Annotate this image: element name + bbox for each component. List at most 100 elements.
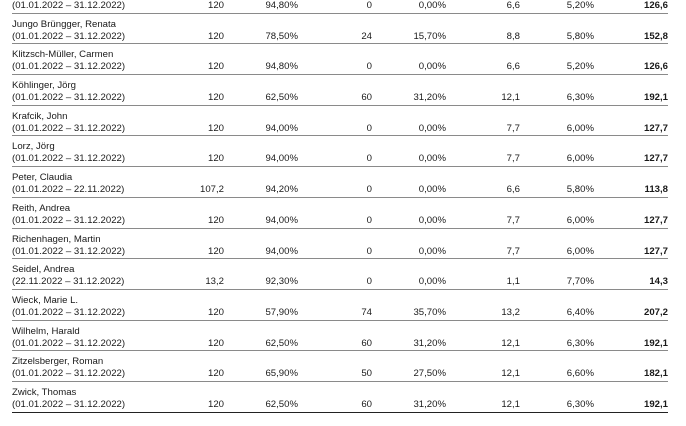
base-share-cell: 57,90% (265, 306, 298, 318)
variable-share-cell: 31,20% (413, 337, 446, 349)
variable-value-cell: 60 (361, 337, 372, 349)
fringe-share-cell: 6,00% (566, 245, 594, 257)
fringe-share-cell: 5,80% (566, 30, 594, 42)
total-cell: 207,2 (643, 306, 668, 318)
variable-value-cell: 0 (366, 122, 372, 134)
member-name: Jungo Brüngger, Renata (12, 18, 117, 30)
base-value-cell: 120 (207, 306, 224, 318)
base-share-cell: 62,50% (265, 337, 298, 349)
variable-share-cell: 0,00% (418, 122, 446, 134)
table-row: Seidel, Andrea (22.11.2022 – 31.12.2022) 1… (12, 259, 668, 290)
term-period: (01.01.2022 – 31.12.2022) (12, 337, 126, 349)
table-row: Peter, Claudia (01.01.2022 – 22.11.2022) 1… (12, 167, 668, 198)
member-name: Zitzelsberger, Roman (12, 356, 104, 368)
base-value-cell: 120 (207, 153, 224, 165)
total-cell: 192,1 (643, 92, 668, 104)
variable-value-cell: 24 (361, 30, 372, 42)
fringe-value-cell: 7,7 (506, 214, 520, 226)
fringe-share-cell: 6,60% (566, 368, 594, 380)
term-period: (01.01.2022 – 22.11.2022) (12, 184, 125, 196)
base-share-cell: 94,00% (265, 153, 298, 165)
total-cell: 152,8 (643, 30, 668, 42)
fringe-value-cell: 12,1 (501, 368, 520, 380)
base-value-cell: 120 (207, 92, 224, 104)
base-value-cell: 120 (207, 368, 224, 380)
base-value-cell: 120 (207, 122, 224, 134)
member-name: Klitzsch-Müller, Carmen (12, 49, 114, 61)
fringe-share-cell: 5,20% (566, 0, 594, 11)
variable-value-cell: 0 (366, 153, 372, 165)
fringe-share-cell: 7,70% (566, 276, 594, 288)
term-period: (01.01.2022 – 31.12.2022) (12, 0, 126, 11)
fringe-share-cell: 6,00% (566, 153, 594, 165)
variable-value-cell: 0 (366, 214, 372, 226)
member-name: Reith, Andrea (12, 202, 71, 214)
base-share-cell: 94,80% (265, 0, 298, 11)
variable-share-cell: 35,70% (413, 306, 446, 318)
total-cell: 127,7 (643, 245, 668, 257)
fringe-share-cell: 5,80% (566, 184, 594, 196)
total-cell: 126,6 (643, 61, 668, 73)
term-period: (01.01.2022 – 31.12.2022) (12, 368, 126, 380)
table-row: Klitzsch-Müller, Carmen (01.01.2022 – 31.… (12, 44, 668, 76)
term-period: (01.01.2022 – 31.12.2022) (12, 92, 126, 104)
base-share-cell: 62,50% (265, 398, 298, 410)
base-value-cell: 120 (207, 30, 224, 42)
table-row: Wilhelm, Harald (01.01.2022 – 31.12.2022)… (12, 321, 668, 352)
compensation-table: (01.01.2022 – 31.12.2022) 120 94,80% 0 0,00%… (12, 0, 668, 413)
term-period: (01.01.2022 – 31.12.2022) (12, 153, 126, 165)
table-row: Richenhagen, Martin (01.01.2022 – 31.12.2… (12, 229, 668, 260)
term-period: (01.01.2022 – 31.12.2022) (12, 398, 126, 410)
variable-share-cell: 0,00% (418, 61, 446, 73)
base-value-cell: 120 (207, 61, 224, 73)
table-row: Köhlinger, Jörg (01.01.2022 – 31.12.2022)… (12, 75, 668, 106)
variable-value-cell: 0 (366, 0, 372, 11)
base-share-cell: 62,50% (265, 92, 298, 104)
member-name: Köhlinger, Jörg (12, 80, 76, 92)
base-value-cell: 120 (207, 398, 224, 410)
variable-share-cell: 0,00% (418, 276, 446, 288)
variable-share-cell: 27,50% (413, 368, 446, 380)
fringe-value-cell: 12,1 (501, 398, 520, 410)
fringe-value-cell: 7,7 (506, 153, 520, 165)
total-cell: 113,8 (644, 184, 668, 196)
member-name: Lorz, Jörg (12, 141, 55, 153)
base-value-cell: 120 (207, 0, 224, 11)
fringe-share-cell: 6,00% (566, 122, 594, 134)
table-row: Jungo Brüngger, Renata (01.01.2022 – 31.1… (12, 14, 668, 45)
fringe-value-cell: 1,1 (506, 276, 520, 288)
total-cell: 126,6 (643, 0, 668, 11)
fringe-value-cell: 7,7 (506, 245, 520, 257)
member-name: Wilhelm, Harald (12, 325, 80, 337)
variable-value-cell: 60 (361, 398, 372, 410)
term-period: (01.01.2022 – 31.12.2022) (12, 30, 126, 42)
member-name: Wieck, Marie L. (12, 294, 79, 306)
variable-share-cell: 31,20% (413, 92, 446, 104)
fringe-value-cell: 7,7 (506, 122, 520, 134)
fringe-value-cell: 12,1 (501, 337, 520, 349)
variable-value-cell: 74 (361, 306, 372, 318)
fringe-value-cell: 8,8 (506, 30, 520, 42)
table-row: Lorz, Jörg (01.01.2022 – 31.12.2022) 120 94… (12, 136, 668, 168)
table-row: Krafcik, John (01.01.2022 – 31.12.2022) 12… (12, 106, 668, 137)
table-row: (01.01.2022 – 31.12.2022) 120 94,80% 0 0,00%… (12, 0, 668, 14)
total-cell: 127,7 (643, 122, 668, 134)
fringe-value-cell: 6,6 (506, 184, 520, 196)
total-cell: 182,1 (643, 368, 668, 380)
fringe-share-cell: 6,00% (566, 214, 594, 226)
term-period: (01.01.2022 – 31.12.2022) (12, 306, 126, 318)
base-share-cell: 92,30% (265, 276, 298, 288)
base-share-cell: 94,00% (265, 245, 298, 257)
term-period: (01.01.2022 – 31.12.2022) (12, 122, 126, 134)
fringe-share-cell: 6,30% (566, 337, 594, 349)
table-row: Reith, Andrea (01.01.2022 – 31.12.2022) 12… (12, 198, 668, 229)
variable-value-cell: 0 (366, 61, 372, 73)
total-cell: 14,3 (649, 276, 668, 288)
variable-share-cell: 15,70% (413, 30, 446, 42)
fringe-value-cell: 6,6 (506, 61, 520, 73)
variable-value-cell: 0 (366, 245, 372, 257)
base-value-cell: 120 (207, 245, 224, 257)
fringe-value-cell: 6,6 (506, 0, 520, 11)
member-name: Peter, Claudia (12, 172, 73, 184)
variable-share-cell: 0,00% (418, 153, 446, 165)
